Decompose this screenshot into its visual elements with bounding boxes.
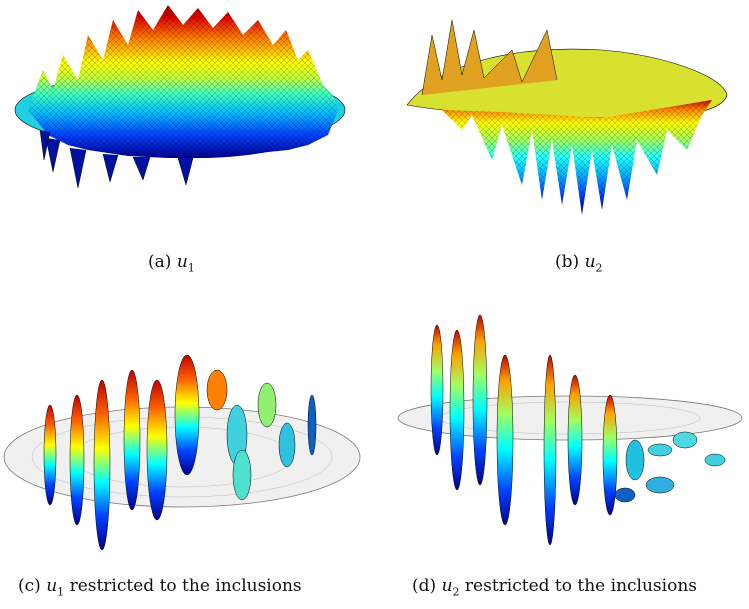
inclusion-shapes-c: [43, 354, 317, 551]
caption-c-variable: u: [46, 576, 58, 596]
panel-a-surface-plot: [8, 0, 353, 200]
caption-b-label: (b): [555, 252, 580, 272]
caption-a: (a) u1: [148, 252, 195, 274]
panel-d-inclusions-plot: [395, 310, 745, 555]
caption-b-subscript: 2: [595, 261, 603, 275]
surface-u2: [406, 19, 728, 215]
caption-d-variable: u: [441, 576, 453, 596]
caption-d-suffix: restricted to the inclusions: [464, 576, 698, 596]
caption-b: (b) u2: [555, 252, 603, 274]
caption-a-variable: u: [176, 252, 188, 272]
caption-a-subscript: 1: [187, 261, 195, 275]
caption-c-suffix: restricted to the inclusions: [69, 576, 302, 596]
inclusion-shapes-d: [430, 314, 726, 546]
surface-u1: [14, 5, 346, 189]
caption-c-label: (c): [18, 576, 41, 596]
panel-c-inclusions-plot: [2, 345, 367, 560]
caption-d-label: (d): [412, 576, 437, 596]
caption-b-variable: u: [584, 252, 596, 272]
caption-d: (d) u2 restricted to the inclusions: [412, 576, 697, 598]
caption-d-subscript: 2: [452, 585, 460, 599]
caption-a-label: (a): [148, 252, 172, 272]
caption-c: (c) u1 restricted to the inclusions: [18, 576, 302, 598]
caption-c-subscript: 1: [57, 585, 65, 599]
panel-b-surface-plot: [402, 0, 732, 225]
